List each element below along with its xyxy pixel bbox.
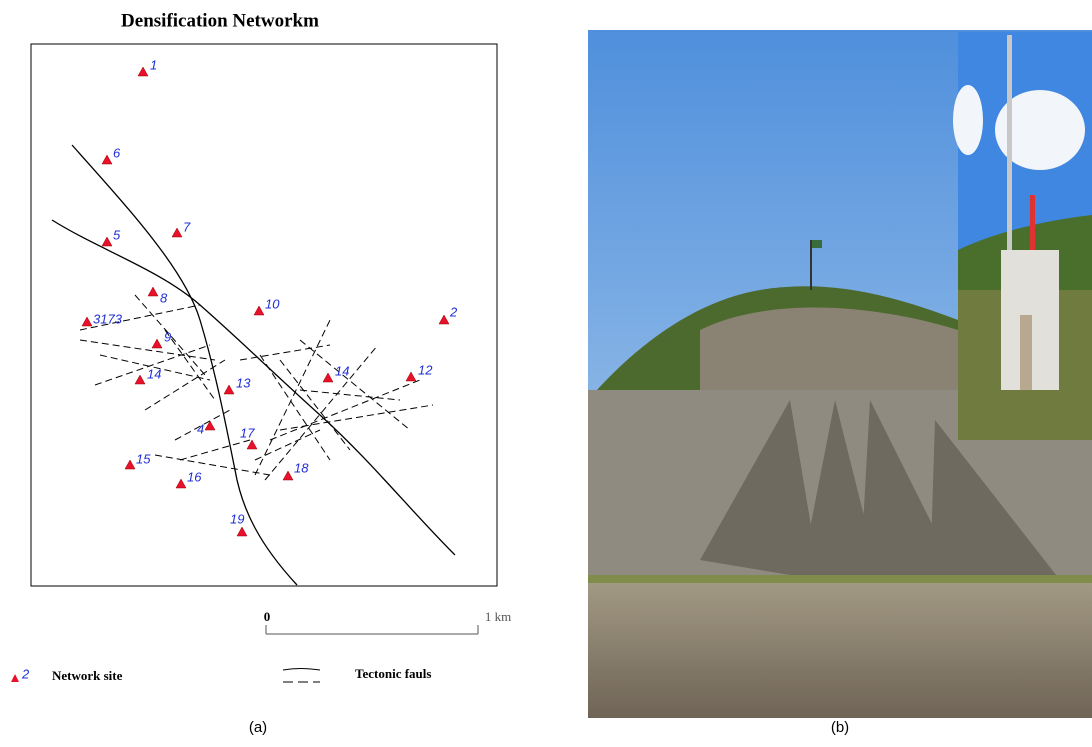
site-label: 7 (183, 219, 191, 234)
legend-fault-symbol (283, 669, 320, 683)
map-title: Densification Networkm (121, 10, 319, 31)
figure: Densification Networkm 16578317310291413… (0, 0, 1092, 742)
fault-line (52, 220, 455, 555)
site-label: 18 (294, 460, 309, 475)
site-label: 9 (164, 329, 171, 344)
legend-site: Network site (52, 668, 123, 683)
site-label: 1 (150, 57, 157, 72)
fault-line (72, 145, 297, 585)
site-label: 5 (113, 227, 121, 242)
dashed-faults (80, 295, 433, 480)
site-marker (283, 471, 293, 480)
legend-site-number: 2 (21, 666, 30, 681)
site-label: 14 (147, 366, 161, 381)
site-label: 12 (418, 362, 433, 377)
site-marker (323, 373, 333, 382)
site-label: 8 (160, 290, 168, 305)
site-marker (82, 317, 92, 326)
scale-end: 1 km (485, 609, 511, 624)
site-marker (237, 527, 247, 536)
site-label: 16 (187, 469, 202, 484)
site-marker (406, 372, 416, 381)
site-marker (102, 155, 112, 164)
site-label: 14 (335, 363, 349, 378)
site-label: 13 (236, 375, 251, 390)
photo (588, 30, 1092, 718)
site-marker (439, 315, 449, 324)
site-marker (138, 67, 148, 76)
site-label: 15 (136, 451, 151, 466)
site-marker (152, 339, 162, 348)
site-label: 17 (240, 425, 255, 440)
site-marker (125, 460, 135, 469)
site-label: 2 (449, 304, 458, 319)
site-marker (247, 440, 257, 449)
legend-site-symbol (11, 674, 19, 682)
scale-start: 0 (264, 609, 271, 624)
caption-a: (a) (249, 719, 267, 736)
site-marker (102, 237, 112, 246)
site-marker (135, 375, 145, 384)
site-marker (254, 306, 264, 315)
legend-fault: Tectonic fauls (355, 666, 431, 681)
site-label: 3173 (93, 311, 123, 326)
site-marker (148, 287, 158, 296)
site-marker (224, 385, 234, 394)
site-marker (172, 228, 182, 237)
faults (52, 145, 455, 585)
caption-b: (b) (831, 719, 849, 736)
site-marker (176, 479, 186, 488)
site-label: 6 (113, 145, 121, 160)
site-label: 4 (197, 421, 204, 436)
site-label: 19 (230, 511, 244, 526)
site-label: 10 (265, 296, 280, 311)
